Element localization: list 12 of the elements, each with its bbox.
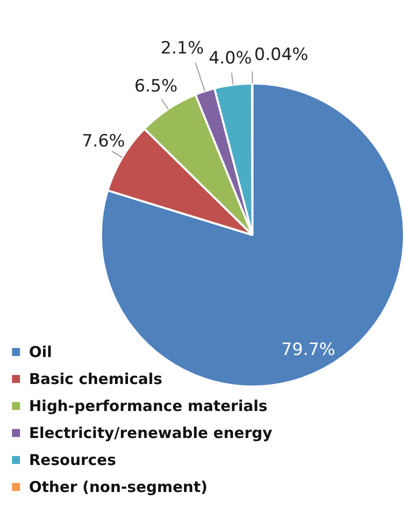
data-label: 2.1% xyxy=(160,38,204,59)
legend-label: Other (non-segment) xyxy=(29,478,208,496)
data-label: 6.5% xyxy=(134,76,178,96)
legend-label: Oil xyxy=(29,342,52,360)
legend-label: High-performance materials xyxy=(29,396,268,414)
legend-label: Basic chemicals xyxy=(29,370,162,388)
data-label: 7.6% xyxy=(82,132,126,152)
data-label: 4.0% xyxy=(208,48,252,68)
data-label: 79.7% xyxy=(281,340,336,360)
legend-label: Electricity/renewable energy xyxy=(29,424,272,442)
data-label: 0.04% xyxy=(254,44,308,65)
legend-label: Resources xyxy=(29,450,116,468)
